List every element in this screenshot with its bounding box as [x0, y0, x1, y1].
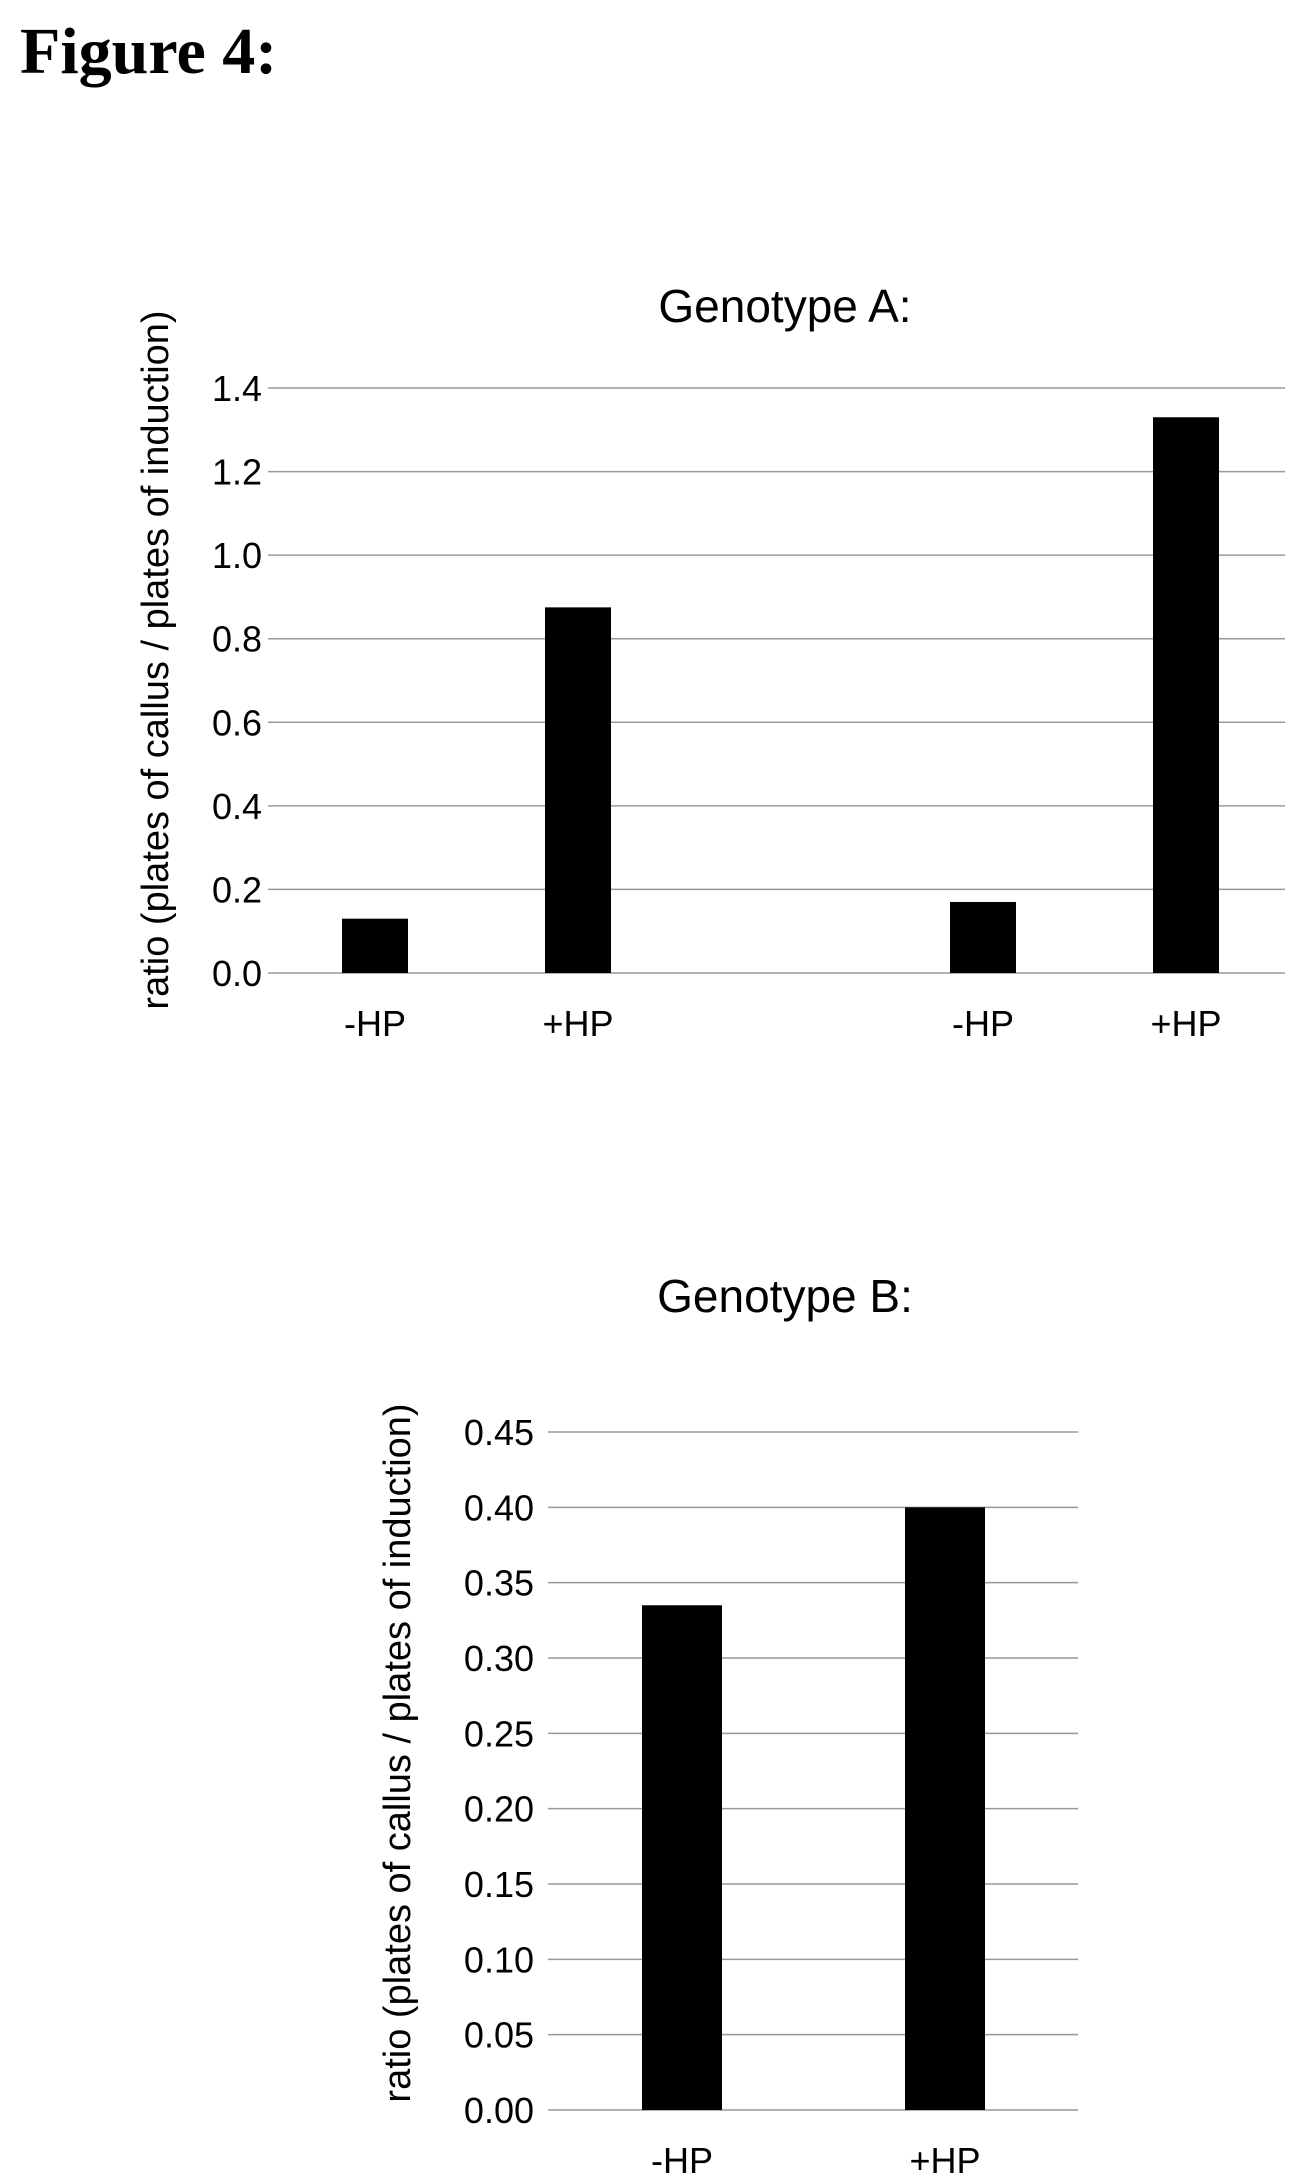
y-tick-label: 0.40 — [464, 1487, 534, 1528]
y-tick-label: 0.10 — [464, 1939, 534, 1980]
figure-title: Figure 4: — [20, 15, 278, 88]
bar — [1153, 417, 1219, 973]
bars — [642, 1507, 985, 2110]
y-tick-label: 0.4 — [212, 786, 262, 827]
chart-title: Genotype A: — [658, 280, 911, 332]
chart-title: Genotype B: — [657, 1270, 913, 1322]
bar — [545, 607, 611, 973]
y-axis-label: ratio (plates of callus / plates of indu… — [377, 1403, 419, 2102]
bar — [342, 918, 408, 973]
y-tick-label: 1.4 — [212, 368, 262, 409]
x-tick-label: +HP — [542, 1003, 613, 1044]
y-tick-label: 0.45 — [464, 1412, 534, 1453]
y-ticks: 0.0 0.2 0.4 0.6 0.8 1.0 1.2 1.4 — [212, 368, 262, 994]
y-tick-label: 0.6 — [212, 702, 262, 743]
y-tick-label: 0.8 — [212, 619, 262, 660]
y-tick-label: 0.15 — [464, 1864, 534, 1905]
gridlines — [268, 387, 1285, 974]
bars — [342, 417, 1219, 973]
gridlines — [548, 1431, 1078, 2111]
y-tick-label: 0.2 — [212, 869, 262, 910]
x-tick-label: -HP — [651, 2140, 713, 2178]
chart-genotype-b: Genotype B: ratio (plates of callus / pl… — [377, 1270, 1078, 2178]
x-tick-label: +HP — [909, 2140, 980, 2178]
y-tick-label: 0.30 — [464, 1638, 534, 1679]
y-tick-label: 0.05 — [464, 2015, 534, 2056]
y-axis-label: ratio (plates of callus / plates of indu… — [135, 310, 177, 1009]
y-tick-label: 0.25 — [464, 1713, 534, 1754]
x-tick-label: -HP — [952, 1003, 1014, 1044]
bar — [950, 901, 1016, 973]
x-tick-label: -HP — [344, 1003, 406, 1044]
y-tick-label: 1.2 — [212, 452, 262, 493]
x-ticks: -HP +HP -HP +HP — [344, 1003, 1222, 1044]
bar — [905, 1507, 985, 2110]
y-tick-label: 1.0 — [212, 535, 262, 576]
y-tick-label: 0.00 — [464, 2090, 534, 2131]
y-tick-label: 0.20 — [464, 1789, 534, 1830]
chart-genotype-a: Genotype A: ratio (plates of callus / pl… — [135, 280, 1285, 1044]
y-tick-label: 0.0 — [212, 953, 262, 994]
x-ticks: -HP +HP — [651, 2140, 981, 2178]
bar — [642, 1605, 722, 2110]
x-tick-label: +HP — [1150, 1003, 1221, 1044]
y-tick-label: 0.35 — [464, 1563, 534, 1604]
y-ticks: 0.00 0.05 0.10 0.15 0.20 0.25 0.30 0.35 0.40 0.45 — [464, 1412, 534, 2131]
